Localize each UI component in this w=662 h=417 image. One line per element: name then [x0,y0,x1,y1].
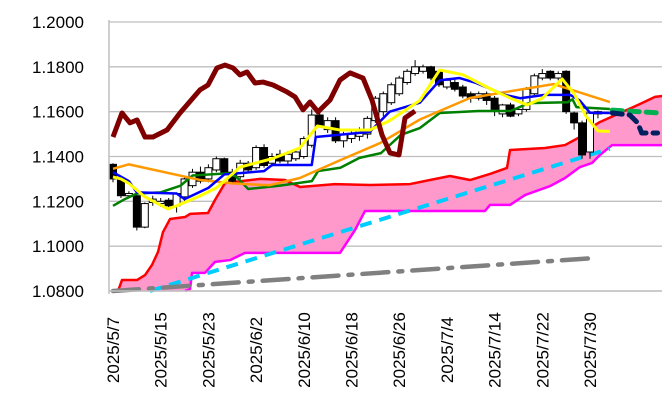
candle-bullish [554,73,563,79]
candle-bullish [538,73,547,79]
y-tick-label: 1.2000 [32,13,84,32]
candle-bearish [315,114,324,126]
senkou-span-b-line [184,143,662,293]
candle-bearish [490,97,499,110]
candle-bearish [570,112,579,124]
x-tick-label: 2025/6/18 [343,312,362,388]
y-tick-label: 1.1600 [32,103,84,122]
candle-bullish [419,66,428,72]
candle-bearish [546,70,555,79]
forecast-kijun-line [609,107,662,116]
x-tick-label: 2025/7/4 [438,317,457,383]
candle-bullish [514,108,523,115]
forecast-tenkan-line [609,110,661,136]
candle-bearish [578,122,587,156]
candle-bearish [427,66,435,79]
x-tick-label: 2025/5/7 [104,317,123,383]
candle-bullish [442,79,451,88]
candle-bearish [220,158,229,173]
candle-bullish [323,120,332,131]
ichimoku-cloud [118,95,662,291]
cloud-fill [118,95,662,291]
candle-bullish [363,117,372,135]
candle-bearish [260,147,269,166]
moving-average-short-line [112,68,610,211]
chikou-span-line [110,62,417,158]
x-tick-label: 2025/5/15 [152,312,171,388]
x-tick-label: 2025/6/26 [390,312,409,388]
candle-bearish [132,195,141,228]
candle-bullish [403,70,412,84]
candlesticks [109,60,602,231]
y-tick-label: 1.1200 [32,192,84,211]
candle-bearish [458,86,467,97]
candle-bullish [387,84,396,104]
candle-bullish [212,158,221,171]
x-tick-label: 2025/5/23 [199,312,218,388]
x-tick-label: 2025/7/22 [533,312,552,388]
candle-bullish [379,93,388,113]
moving-average-long-line [112,82,611,187]
candle-bullish [498,104,507,115]
y-tick-label: 1.1000 [32,237,84,256]
x-axis-tick-labels: 2025/5/7 2025/5/15 2025/5/23 2025/6/2 2025/6… [104,312,600,388]
candle-bullish [140,203,149,228]
candle-bullish [283,153,292,162]
candle-bearish [450,82,459,90]
candle-bearish [482,93,491,101]
y-tick-label: 1.1400 [32,148,84,167]
x-tick-label: 2025/6/10 [295,312,314,388]
y-tick-label: 1.0800 [32,282,84,301]
x-tick-label: 2025/7/14 [486,312,505,388]
trend-line-long-line [110,255,598,294]
candle-bullish [252,147,261,169]
axes [108,20,662,294]
candle-bullish [180,178,189,198]
indicator-lines [110,62,662,211]
trend-line-support-line [149,146,611,293]
candle-bearish [562,70,571,113]
candle-bearish [164,199,173,207]
y-axis-tick-labels: 1.2000 1.1800 1.1600 1.1400 1.1200 1.1000 1.08… [32,13,84,301]
candle-bullish [291,151,300,160]
candle-bullish [395,77,404,95]
x-tick-label: 2025/7/30 [581,312,600,388]
candle-bullish [411,66,420,75]
x-tick-label: 2025/6/2 [247,317,266,383]
y-tick-label: 1.1800 [32,58,84,77]
candle-bullish [530,75,539,95]
